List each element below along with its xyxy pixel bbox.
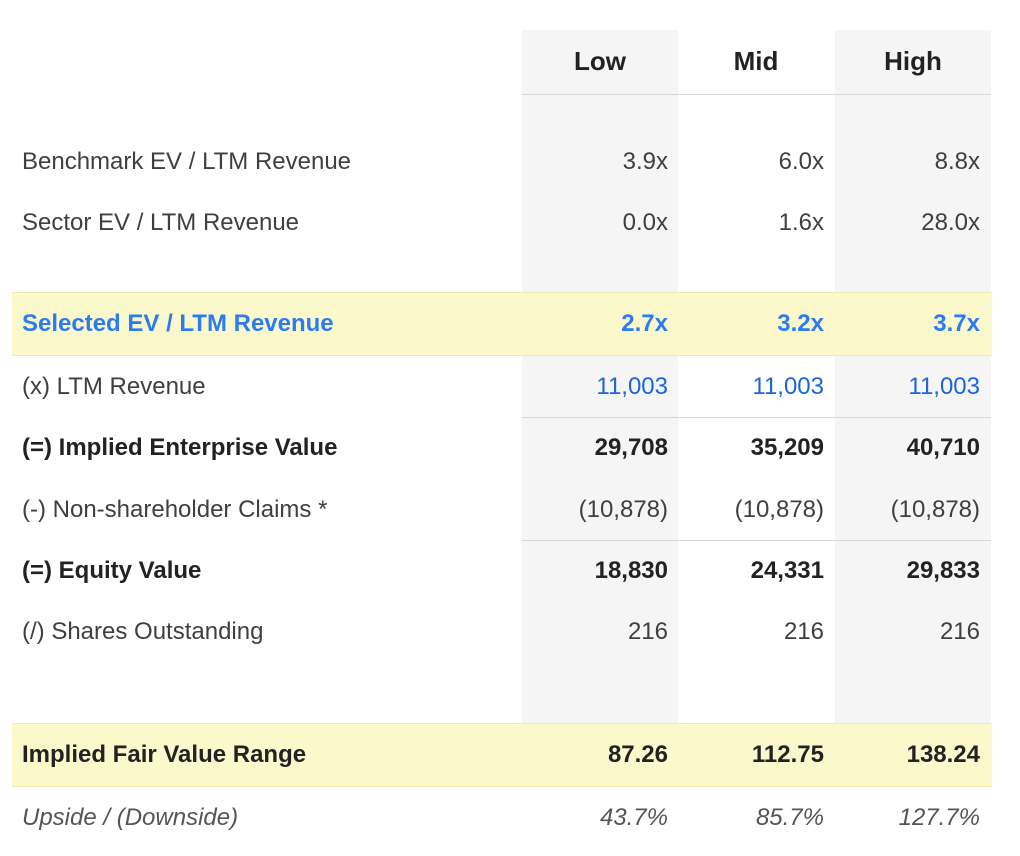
implied-ev-mid-value: 35,209: [750, 434, 824, 461]
benchmark-mid-value: 6.0x: [778, 148, 824, 175]
selected-mid-value: 3.2x: [777, 310, 824, 337]
implied-ev-low-value: 29,708: [594, 434, 668, 461]
selected-low-value: 2.7x: [621, 310, 668, 337]
sector-mid-value: 1.6x: [778, 209, 824, 236]
shares-low-value: 216: [627, 618, 668, 645]
column-header-low: Low: [574, 46, 626, 76]
row-label-sector-ev-revenue: Sector EV / LTM Revenue: [22, 209, 300, 236]
fair-value-row-highlight: [12, 723, 992, 787]
row-label-ltm-revenue: (x) LTM Revenue: [22, 373, 206, 400]
row-label-upside-downside: Upside / (Downside): [22, 804, 239, 831]
sector-high-value: 28.0x: [921, 209, 980, 236]
claims-low-value: (10,878): [578, 496, 668, 523]
high-column-shade: [835, 30, 991, 724]
row-label-equity-value: (=) Equity Value: [22, 557, 202, 584]
claims-divider: [522, 540, 991, 541]
column-header-mid: Mid: [733, 46, 779, 76]
ltm-revenue-high-link[interactable]: 11,003: [908, 373, 980, 400]
upside-high-value: 127.7%: [898, 804, 980, 831]
row-label-implied-enterprise-value: (=) Implied Enterprise Value: [22, 434, 338, 461]
sector-low-value: 0.0x: [622, 209, 668, 236]
column-header-high: High: [884, 46, 942, 76]
claims-mid-value: (10,878): [734, 496, 824, 523]
fair-value-low: 87.26: [607, 741, 668, 768]
equity-value-mid: 24,331: [750, 557, 824, 584]
row-label-implied-fair-value-range: Implied Fair Value Range: [22, 741, 307, 768]
row-label-benchmark-ev-revenue: Benchmark EV / LTM Revenue: [22, 148, 352, 175]
shares-high-value: 216: [939, 618, 980, 645]
shares-mid-value: 216: [783, 618, 824, 645]
upside-low-value: 43.7%: [599, 804, 668, 831]
fair-value-mid: 112.75: [751, 741, 824, 768]
row-label-selected-ev-revenue: Selected EV / LTM Revenue: [22, 310, 334, 337]
upside-mid-value: 85.7%: [755, 804, 824, 831]
revenue-divider: [522, 417, 991, 418]
equity-value-low: 18,830: [594, 557, 668, 584]
fair-value-high: 138.24: [906, 741, 980, 768]
row-label-shares-outstanding: (/) Shares Outstanding: [22, 618, 264, 645]
selected-high-value: 3.7x: [933, 310, 980, 337]
header-divider: [522, 94, 991, 95]
ltm-revenue-mid-link[interactable]: 11,003: [752, 373, 824, 400]
claims-high-value: (10,878): [890, 496, 980, 523]
benchmark-low-value: 3.9x: [622, 148, 668, 175]
row-label-non-shareholder-claims: (-) Non-shareholder Claims *: [22, 496, 328, 523]
implied-ev-high-value: 40,710: [906, 434, 980, 461]
low-column-shade: [522, 30, 678, 724]
ltm-revenue-low-link[interactable]: 11,003: [596, 373, 668, 400]
selected-row-highlight: [12, 292, 992, 356]
benchmark-high-value: 8.8x: [934, 148, 980, 175]
equity-value-high: 29,833: [906, 557, 980, 584]
